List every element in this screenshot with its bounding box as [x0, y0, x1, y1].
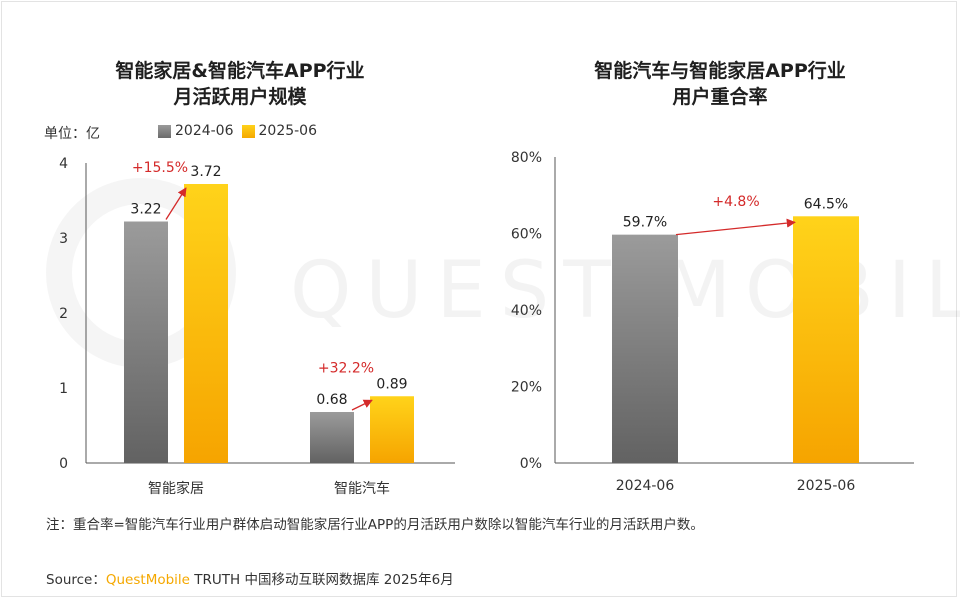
left-growth-arrow: [351, 399, 373, 411]
right-chart-title-line2: 用户重合率: [672, 86, 768, 108]
legend: 2024-06 2025-06: [158, 123, 317, 139]
right-bar-label: 59.7%: [623, 215, 667, 231]
source-suffix: TRUTH 中国移动互联网数据库 2025年6月: [189, 572, 454, 588]
right-bar: [793, 216, 859, 463]
left-bar: [124, 221, 168, 463]
right-y-tick-label: 0%: [520, 456, 542, 472]
right-y-tick-label: 80%: [511, 150, 542, 166]
left-bar: [184, 184, 228, 463]
left-y-tick-label: 4: [59, 156, 68, 172]
right-chart-title: 智能汽车与智能家居APP行业 用户重合率: [520, 58, 920, 110]
left-y-tick-label: 1: [59, 381, 68, 397]
legend-label-2024: 2024-06: [175, 123, 234, 139]
left-bar-label: 3.72: [190, 164, 221, 180]
left-growth-label: +15.5%: [132, 160, 188, 176]
left-bar-label: 3.22: [130, 202, 161, 218]
legend-swatch-gray: [158, 124, 171, 138]
left-growth-arrow: [165, 187, 187, 220]
left-chart-title-line1: 智能家居&智能汽车APP行业: [115, 60, 365, 82]
legend-label-2025: 2025-06: [258, 123, 318, 139]
right-x-tick-label: 2024-06: [616, 478, 675, 494]
source-prefix: Source：: [46, 572, 106, 588]
right-bar-label: 64.5%: [804, 196, 848, 212]
right-chart-title-line1: 智能汽车与智能家居APP行业: [594, 60, 846, 82]
legend-swatch-gold: [241, 124, 255, 138]
footnote: 注：重合率=智能汽车行业用户群体启动智能家居行业APP的月活跃用户数除以智能汽车…: [46, 517, 704, 533]
right-growth-label: +4.8%: [712, 194, 759, 210]
left-bar-label: 0.68: [316, 392, 347, 408]
left-growth-label: +32.2%: [318, 360, 374, 376]
left-y-tick-label: 2: [59, 306, 68, 322]
left-bar: [370, 396, 414, 463]
left-chart-title-line2: 月活跃用户规模: [173, 86, 307, 108]
right-growth-arrow: [675, 218, 796, 236]
left-y-tick-label: 0: [59, 456, 68, 472]
right-y-tick-label: 20%: [511, 380, 542, 396]
right-y-tick-label: 40%: [511, 303, 542, 319]
left-bar-label: 0.89: [376, 376, 407, 392]
source-brand: QuestMobile: [105, 572, 190, 588]
left-x-tick-label: 智能汽车: [334, 480, 390, 497]
source-line: Source：QuestMobile TRUTH 中国移动互联网数据库 2025…: [46, 568, 454, 588]
left-bar: [310, 412, 354, 463]
legend-item-2024: 2024-06: [158, 123, 234, 139]
unit-label: 单位：亿: [44, 126, 100, 142]
right-bar: [612, 234, 678, 463]
right-y-tick-label: 60%: [511, 227, 542, 243]
left-y-tick-label: 3: [59, 231, 68, 247]
right-x-tick-label: 2025-06: [797, 478, 856, 494]
legend-item-2025: 2025-06: [241, 123, 318, 139]
left-chart-title: 智能家居&智能汽车APP行业 月活跃用户规模: [40, 58, 440, 110]
left-x-tick-label: 智能家居: [148, 480, 204, 497]
